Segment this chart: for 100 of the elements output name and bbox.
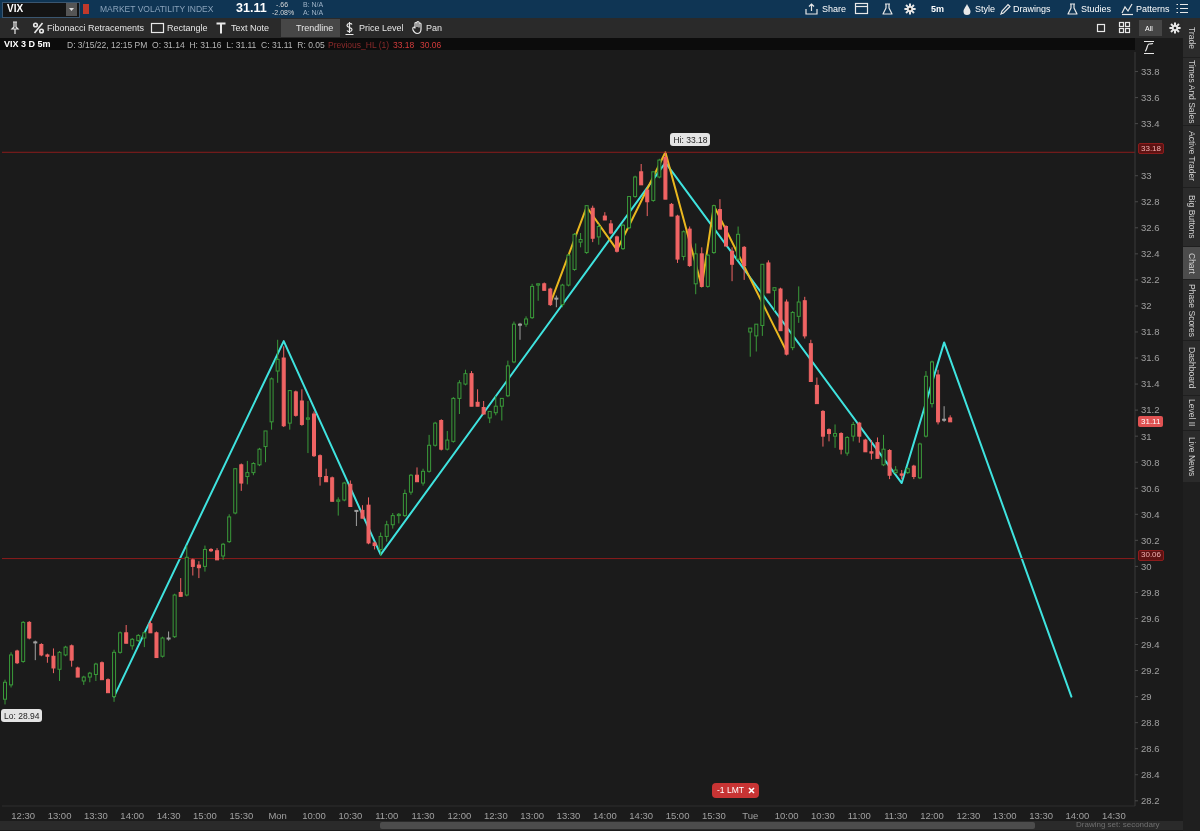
text: Live News xyxy=(1186,436,1197,477)
candlestick xyxy=(827,427,831,442)
candlestick xyxy=(408,473,413,496)
candlestick xyxy=(293,390,298,418)
text: Pan xyxy=(426,22,443,33)
text: Style xyxy=(975,3,996,14)
x-tick-label: 12:30 xyxy=(956,809,981,821)
x-tick-label: 10:00 xyxy=(774,809,799,821)
candlestick xyxy=(942,405,947,423)
text: 31.11 xyxy=(1141,416,1161,426)
x-tick-label: 15:00 xyxy=(665,809,690,821)
chart-title: VIX 3 D 5m xyxy=(4,39,51,49)
y-tick-label: 28.2 xyxy=(1141,795,1160,807)
text: Trade xyxy=(1186,26,1197,49)
annotation: Lo: 28.94 xyxy=(4,710,40,721)
candlestick xyxy=(124,624,129,644)
text: Dashboard xyxy=(1186,347,1197,389)
x-tick-label: 14:00 xyxy=(1065,809,1090,821)
y-tick-label: 30.4 xyxy=(1141,508,1160,520)
ref-line-label: 30.06 xyxy=(1141,550,1162,560)
text: Big Buttons xyxy=(1186,195,1197,239)
text: Studies xyxy=(1081,3,1112,14)
annotation: Hi: 33.18 xyxy=(673,134,708,145)
candlestick xyxy=(724,224,728,247)
x-tick-label: Tue xyxy=(742,809,759,821)
y-tick-label: 29.8 xyxy=(1141,586,1160,598)
text: Rectangle xyxy=(167,22,208,33)
y-tick-label: 30 xyxy=(1141,560,1152,572)
y-tick-label: 31.6 xyxy=(1141,352,1160,364)
x-tick-label: 14:00 xyxy=(120,809,145,821)
candlestick xyxy=(118,631,123,655)
text: 31.11 xyxy=(236,1,267,15)
y-tick-label: 31.4 xyxy=(1141,378,1160,390)
x-tick-label: 13:00 xyxy=(47,809,72,821)
candlestick xyxy=(518,322,522,341)
candlestick xyxy=(330,476,335,502)
y-tick-label: 33.4 xyxy=(1141,118,1160,129)
x-tick-label: 14:30 xyxy=(629,809,654,821)
x-tick-label: 10:30 xyxy=(338,809,363,821)
candlestick xyxy=(402,489,407,518)
candlestick xyxy=(596,223,601,246)
candlestick xyxy=(839,431,844,455)
x-tick-label: 10:30 xyxy=(811,809,835,821)
candlestick xyxy=(730,246,735,282)
y-tick-label: 29.2 xyxy=(1141,664,1160,676)
candlestick xyxy=(433,421,438,448)
y-tick-label: 29 xyxy=(1141,690,1152,702)
candlestick xyxy=(324,468,329,483)
x-tick-label: 15:30 xyxy=(229,809,254,821)
candlestick xyxy=(196,560,201,579)
text: Level II xyxy=(1186,399,1197,427)
text: VIX xyxy=(7,2,24,14)
candlestick xyxy=(717,198,722,230)
candlestick xyxy=(493,395,498,416)
y-tick-label: 29.4 xyxy=(1141,638,1160,650)
y-tick-label: 32.6 xyxy=(1141,222,1160,234)
candlestick xyxy=(99,660,104,681)
candlestick xyxy=(336,496,341,517)
x-tick-label: 15:30 xyxy=(702,809,726,821)
y-tick-label: 28.4 xyxy=(1141,769,1160,781)
candlestick xyxy=(348,479,353,507)
y-tick-label: 28.6 xyxy=(1141,743,1160,755)
text: Active Trader xyxy=(1186,131,1197,182)
candlestick xyxy=(772,287,777,312)
y-tick-label: 28.8 xyxy=(1141,717,1160,729)
x-tick-label: 13:00 xyxy=(992,809,1017,821)
candlestick xyxy=(239,463,244,492)
ref-line-label: 33.18 xyxy=(1141,143,1162,153)
candlestick xyxy=(845,435,850,457)
y-tick-label: 31.2 xyxy=(1141,404,1160,416)
x-tick-label: 11:00 xyxy=(847,809,871,821)
x-tick-label: 12:00 xyxy=(447,809,472,821)
y-tick-label: 30.8 xyxy=(1141,456,1160,468)
y-tick-label: 31 xyxy=(1141,430,1152,442)
candlestick xyxy=(299,388,304,427)
text: 33.18 xyxy=(393,39,415,50)
x-tick-label: 13:30 xyxy=(1029,809,1053,821)
y-tick-label: 33.6 xyxy=(1141,91,1160,103)
text: Trendline xyxy=(296,22,334,33)
y-tick-label: 32.4 xyxy=(1141,248,1160,260)
text: Text Note xyxy=(231,22,270,33)
y-tick-label: 32 xyxy=(1141,300,1152,312)
x-tick-label: 13:30 xyxy=(556,809,581,821)
candlestick xyxy=(645,188,650,217)
candlestick xyxy=(178,577,183,597)
candlestick xyxy=(318,453,323,487)
candlestick xyxy=(378,532,383,557)
x-tick-label: 15:00 xyxy=(193,809,217,821)
text: 30.06 xyxy=(420,39,442,50)
candlestick xyxy=(415,466,419,483)
candlestick xyxy=(833,423,838,449)
candlestick xyxy=(384,520,389,543)
candlestick xyxy=(202,545,207,573)
text: Patterns xyxy=(1136,3,1170,14)
text: Previous_HL (1) xyxy=(328,39,390,50)
candlestick xyxy=(209,547,213,553)
x-tick-label: 11:30 xyxy=(411,809,435,821)
candlestick xyxy=(754,323,759,353)
candlestick xyxy=(814,377,819,405)
candlestick xyxy=(639,163,644,186)
